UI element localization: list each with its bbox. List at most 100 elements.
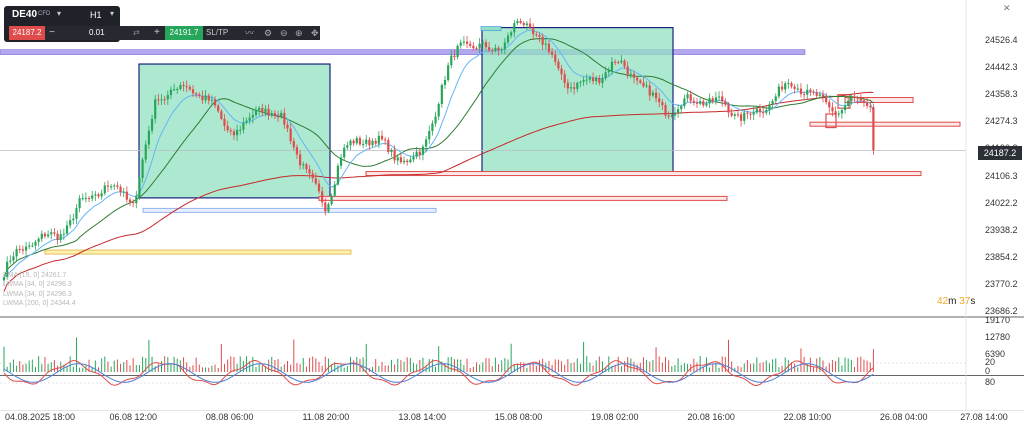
candle-body [632,73,636,78]
time-tick-label: 06.08 12:00 [109,412,158,422]
candle-body [87,198,91,200]
timeframe-label[interactable]: H1 [90,10,102,20]
candle-body [818,94,821,96]
candle-body [500,49,503,51]
line-chart-icon[interactable]: 〰 [245,28,255,38]
candle-body [352,140,355,144]
candle-body [752,112,755,115]
candle-body [267,108,270,116]
candle-body [40,233,43,239]
candle-body [264,108,267,113]
ma-legend: EMA [15, 0] 24261.7 LWMA [34, 0] 24296.3… [3,271,76,308]
candle-body [242,122,245,130]
candle-body [384,139,387,141]
candle-body [469,43,472,46]
candle-body [236,129,239,136]
candle-body [557,61,560,69]
candle-body [541,36,544,45]
candle-body [362,143,365,145]
candle-body [415,151,418,157]
candle-body [793,86,796,89]
grid-layer [0,0,1024,411]
legend-item: LWMA [200, 0] 24344.4 [3,299,76,307]
legend-item: LWMA [34, 0] 24296.3 [3,281,72,289]
close-icon[interactable]: ✕ [1003,3,1011,13]
candle-body [717,96,721,98]
candle-body [343,147,346,158]
candle-body [65,225,69,234]
candle-body [106,185,110,187]
candle-body [724,101,727,105]
candle-body [179,85,182,90]
candle-body [371,140,374,146]
current-price-badge: 24187.2 [978,146,1022,160]
candle-body [673,112,677,116]
candle-body [75,208,78,219]
candle-body [97,194,100,197]
timeframe-dropdown-icon[interactable]: ▾ [110,9,115,18]
candle-body [554,54,557,62]
candle-body [762,112,765,114]
candle-body [730,112,733,116]
time-tick-label: 13.08 14:00 [398,412,446,422]
settings-icon[interactable]: ⚙ [264,28,273,38]
candle-body [834,111,837,115]
candle-body [639,80,642,83]
candle-body [273,113,276,116]
candle-body [743,112,746,121]
candle-body [777,86,780,97]
candle-body [780,86,784,90]
candle-body [34,241,37,246]
candle-body [37,238,40,242]
candle-body [122,191,125,193]
candle-body [617,62,620,64]
volume-tick-label: 12780 [985,332,1011,342]
candle-body [598,77,601,83]
sell-button[interactable]: 24187.2 [9,26,45,40]
candle-body [809,89,812,92]
candle-body [368,139,371,146]
price-tick-label: 24274.3 [985,116,1018,127]
volume-tick-label: 19170 [985,315,1011,325]
candle-body [169,89,173,96]
candle-body [519,20,522,23]
candle-body [270,113,273,116]
decrease-lot-button[interactable]: − [49,27,55,38]
candle-body [163,99,166,101]
candle-body [421,146,425,155]
candle-body [210,99,213,101]
candle-body [195,93,198,95]
candle-body [336,165,339,185]
sltp-button[interactable]: SL/TP [206,28,229,37]
candle-body [677,109,680,113]
candle-body [220,111,223,119]
candle-body [116,185,119,187]
lot-size-input[interactable]: 0.01 [89,28,105,37]
zoom-out-icon[interactable]: ⊖ [280,28,288,38]
candle-body [481,42,484,44]
candle-body [740,114,743,121]
candle-body [324,202,327,212]
candle-body [59,234,62,240]
ma-200-line [3,91,874,292]
candle-body [223,118,226,126]
increase-lot-button[interactable]: + [154,27,160,38]
candle-body [784,83,787,90]
candle-body [154,99,157,119]
candle-body [579,81,582,83]
candle-body [226,125,229,131]
symbol-label[interactable]: DE40 [12,9,38,20]
candle-body [213,99,217,106]
candle-body [251,115,254,118]
zoom-in-icon[interactable]: ⊕ [295,28,303,38]
candle-body [229,130,232,132]
candle-body [50,232,53,235]
candle-body [654,92,658,99]
crosshair-icon[interactable]: ✥ [311,28,319,38]
candle-body [708,98,711,104]
time-tick-label: 19.08 02:00 [591,412,639,422]
buy-button[interactable]: 24191.7 [165,26,203,40]
symbol-dropdown-icon[interactable]: ▾ [57,9,62,18]
price-tick-label: 24442.3 [985,62,1018,73]
candle-body [569,87,573,89]
